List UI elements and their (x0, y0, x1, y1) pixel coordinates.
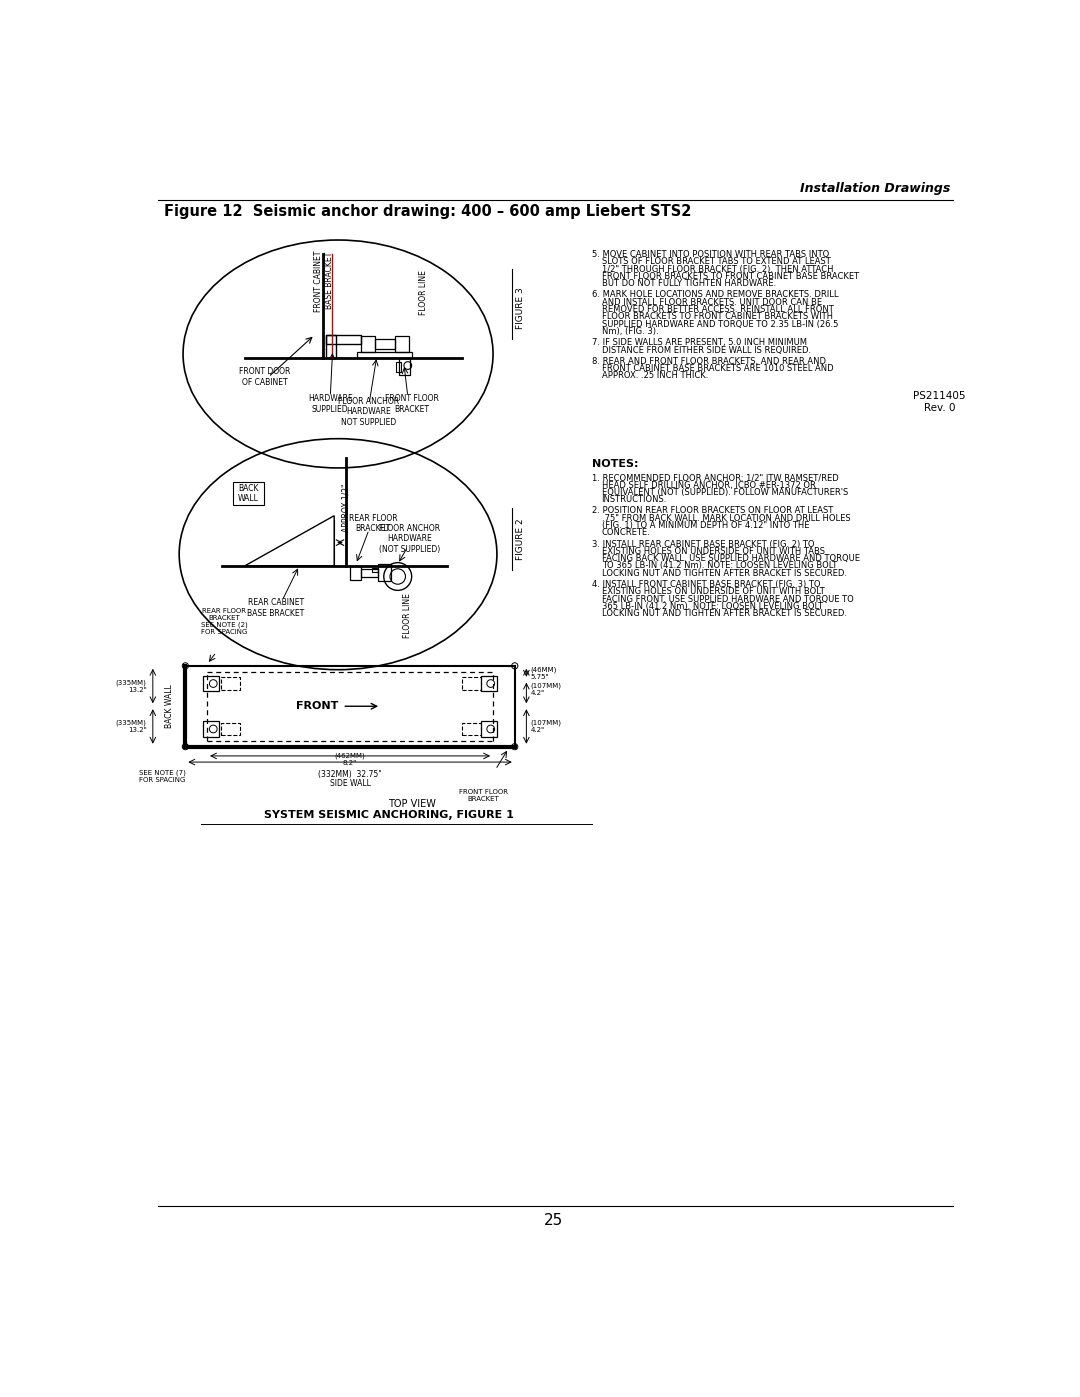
Text: 8. REAR AND FRONT FLOOR BRACKETS, AND REAR AND: 8. REAR AND FRONT FLOOR BRACKETS, AND RE… (592, 356, 826, 366)
Bar (221, 678, 241, 690)
Text: BACK WALL: BACK WALL (165, 685, 174, 728)
Bar (326, 335, 336, 358)
Bar (482, 676, 497, 692)
Text: (107MM)
4.2": (107MM) 4.2" (530, 719, 562, 733)
Text: HARDWARE
SUPPLIED: HARDWARE SUPPLIED (308, 394, 353, 414)
Text: FLOOR ANCHOR
HARDWARE
(NOT SUPPLIED): FLOOR ANCHOR HARDWARE (NOT SUPPLIED) (379, 524, 440, 553)
Text: FRONT CABINET BASE BRACKETS ARE 1010 STEEL AND: FRONT CABINET BASE BRACKETS ARE 1010 STE… (602, 365, 833, 373)
Text: SEE NOTE (7)
FOR SPACING: SEE NOTE (7) FOR SPACING (138, 770, 186, 784)
Text: FRONT FLOOR
BRACKET: FRONT FLOOR BRACKET (459, 789, 509, 802)
Bar (350, 566, 362, 580)
Text: TOP VIEW: TOP VIEW (388, 799, 436, 809)
Text: EXISTING HOLES ON UNDERSIDE OF UNIT WITH TABS: EXISTING HOLES ON UNDERSIDE OF UNIT WITH… (602, 546, 824, 556)
Text: REAR FLOOR
BRACKET
SEE NOTE (2)
FOR SPACING: REAR FLOOR BRACKET SEE NOTE (2) FOR SPAC… (201, 608, 247, 636)
Text: 2. POSITION REAR FLOOR BRACKETS ON FLOOR AT LEAST: 2. POSITION REAR FLOOR BRACKETS ON FLOOR… (592, 507, 834, 515)
Text: PS211405: PS211405 (914, 391, 966, 401)
Text: 1. RECOMMENDED FLOOR ANCHOR: 1/2" ITW RAMSET/RED: 1. RECOMMENDED FLOOR ANCHOR: 1/2" ITW RA… (592, 474, 839, 482)
Text: (FIG. 1) TO A MINIMUM DEPTH OF 4.12" INTO THE: (FIG. 1) TO A MINIMUM DEPTH OF 4.12" INT… (602, 521, 809, 529)
Text: FRONT DOOR
OF CABINET: FRONT DOOR OF CABINET (239, 367, 291, 387)
Text: (332MM)  32.75": (332MM) 32.75" (319, 770, 382, 778)
Bar (482, 721, 497, 736)
Text: FRONT: FRONT (296, 701, 338, 711)
Bar (203, 676, 218, 692)
Text: EXISTING HOLES ON UNDERSIDE OF UNIT WITH BOLT: EXISTING HOLES ON UNDERSIDE OF UNIT WITH… (602, 587, 824, 597)
Bar (221, 722, 241, 735)
Bar (400, 358, 410, 374)
Bar (396, 362, 401, 372)
Bar (462, 722, 482, 735)
Text: Installation Drawings: Installation Drawings (800, 182, 950, 196)
Text: 5. MOVE CABINET INTO POSITION WITH REAR TABS INTO: 5. MOVE CABINET INTO POSITION WITH REAR … (592, 250, 829, 258)
Text: (46MM)
5.75": (46MM) 5.75" (530, 666, 556, 679)
Text: Rev. 0: Rev. 0 (923, 402, 955, 414)
Text: FRONT CABINET
BASE BRACKET: FRONT CABINET BASE BRACKET (314, 250, 334, 312)
Bar (362, 337, 375, 352)
Text: LOCKING NUT AND TIGHTEN AFTER BRACKET IS SECURED.: LOCKING NUT AND TIGHTEN AFTER BRACKET IS… (602, 609, 847, 619)
Text: LOCKING NUT AND TIGHTEN AFTER BRACKET IS SECURED.: LOCKING NUT AND TIGHTEN AFTER BRACKET IS… (602, 569, 847, 578)
Bar (378, 564, 391, 581)
Text: (335MM)
13.2": (335MM) 13.2" (116, 679, 147, 693)
Text: NOTES:: NOTES: (592, 460, 638, 469)
Text: SIDE WALL: SIDE WALL (329, 780, 370, 788)
Text: Figure 12  Seismic anchor drawing: 400 – 600 amp Liebert STS2: Figure 12 Seismic anchor drawing: 400 – … (164, 204, 692, 219)
Bar (357, 352, 413, 358)
Text: AND INSTALL FLOOR BRACKETS. UNIT DOOR CAN BE: AND INSTALL FLOOR BRACKETS. UNIT DOOR CA… (602, 298, 822, 307)
Text: 3. INSTALL REAR CABINET BASE BRACKET (FIG. 2) TO: 3. INSTALL REAR CABINET BASE BRACKET (FI… (592, 539, 814, 549)
Text: REMOVED FOR BETTER ACCESS. REINSTALL ALL FRONT: REMOVED FOR BETTER ACCESS. REINSTALL ALL… (602, 305, 834, 314)
Text: SLOTS OF FLOOR BRACKET TABS TO EXTEND AT LEAST: SLOTS OF FLOOR BRACKET TABS TO EXTEND AT… (602, 257, 831, 267)
Text: (107MM)
4.2": (107MM) 4.2" (530, 682, 562, 696)
Bar (375, 339, 394, 349)
Text: FLOOR ANCHOR
HARDWARE
NOT SUPPLIED: FLOOR ANCHOR HARDWARE NOT SUPPLIED (338, 397, 400, 426)
Text: APPROX. .25 INCH THICK.: APPROX. .25 INCH THICK. (602, 372, 707, 380)
Bar (394, 337, 408, 352)
Bar (462, 678, 482, 690)
Text: FLOOR LINE: FLOOR LINE (403, 594, 413, 638)
Text: SYSTEM SEISMIC ANCHORING, FIGURE 1: SYSTEM SEISMIC ANCHORING, FIGURE 1 (264, 810, 514, 820)
Text: FIGURE 2: FIGURE 2 (515, 518, 525, 560)
Text: FLOOR BRACKETS TO FRONT CABINET BRACKETS WITH: FLOOR BRACKETS TO FRONT CABINET BRACKETS… (602, 313, 833, 321)
Bar (203, 721, 218, 736)
Text: FRONT FLOOR
BRACKET: FRONT FLOOR BRACKET (384, 394, 438, 414)
Text: BACK
WALL: BACK WALL (238, 483, 258, 503)
Text: 7. IF SIDE WALLS ARE PRESENT, 5.0 INCH MINIMUM: 7. IF SIDE WALLS ARE PRESENT, 5.0 INCH M… (592, 338, 807, 348)
Bar (326, 335, 362, 344)
Text: BUT DO NOT FULLY TIGHTEN HARDWARE.: BUT DO NOT FULLY TIGHTEN HARDWARE. (602, 279, 775, 288)
Text: FLOOR LINE: FLOOR LINE (419, 270, 428, 314)
Text: 6. MARK HOLE LOCATIONS AND REMOVE BRACKETS. DRILL: 6. MARK HOLE LOCATIONS AND REMOVE BRACKE… (592, 291, 839, 299)
Text: DISTANCE FROM EITHER SIDE WALL IS REQUIRED.: DISTANCE FROM EITHER SIDE WALL IS REQUIR… (602, 345, 811, 355)
Text: 4. INSTALL FRONT CABINET BASE BRACKET (FIG. 3) TO: 4. INSTALL FRONT CABINET BASE BRACKET (F… (592, 580, 821, 590)
Text: INSTRUCTIONS.: INSTRUCTIONS. (602, 496, 667, 504)
Text: CONCRETE.: CONCRETE. (602, 528, 650, 538)
Text: TO 365 LB-IN (41.2 Nm). NOTE: LOOSEN LEVELING BOLT: TO 365 LB-IN (41.2 Nm). NOTE: LOOSEN LEV… (602, 562, 837, 570)
Text: (335MM)
13.2": (335MM) 13.2" (116, 719, 147, 733)
Text: FACING BACK WALL. USE SUPPLIED HARDWARE AND TORQUE: FACING BACK WALL. USE SUPPLIED HARDWARE … (602, 555, 860, 563)
Text: 1/2" THROUGH FLOOR BRACKET (FIG. 2). THEN ATTACH: 1/2" THROUGH FLOOR BRACKET (FIG. 2). THE… (602, 264, 833, 274)
Text: .75" FROM BACK WALL. MARK LOCATION AND DRILL HOLES: .75" FROM BACK WALL. MARK LOCATION AND D… (602, 514, 850, 522)
FancyBboxPatch shape (232, 482, 264, 504)
Text: Nm), (FIG. 3).: Nm), (FIG. 3). (602, 327, 658, 337)
Bar (362, 569, 378, 577)
Text: (462MM)
8.2": (462MM) 8.2" (335, 753, 365, 767)
Text: APPROX 1/2": APPROX 1/2" (342, 483, 351, 532)
Text: SUPPLIED HARDWARE AND TORQUE TO 2.35 LB-IN (26.5: SUPPLIED HARDWARE AND TORQUE TO 2.35 LB-… (602, 320, 838, 328)
Text: REAR CABINET
BASE BRACKET: REAR CABINET BASE BRACKET (247, 598, 305, 617)
Text: FRONT FLOOR BRACKETS TO FRONT CABINET BASE BRACKET: FRONT FLOOR BRACKETS TO FRONT CABINET BA… (602, 272, 859, 281)
Text: HEAD SELF DRILLING ANCHOR, ICBO #ER-1372 OR: HEAD SELF DRILLING ANCHOR, ICBO #ER-1372… (602, 481, 815, 489)
Text: FIGURE 3: FIGURE 3 (515, 286, 525, 328)
Text: 25: 25 (544, 1213, 563, 1228)
Text: REAR FLOOR
BRACKET: REAR FLOOR BRACKET (349, 514, 397, 534)
Text: EQUIVALENT (NOT (SUPPLIED). FOLLOW MANUFACTURER'S: EQUIVALENT (NOT (SUPPLIED). FOLLOW MANUF… (602, 488, 848, 497)
Text: FACING FRONT. USE SUPPLIED HARDWARE AND TORQUE TO: FACING FRONT. USE SUPPLIED HARDWARE AND … (602, 595, 853, 604)
Text: 365 LB-IN (41.2 Nm). NOTE: LOOSEN LEVELING BOLT: 365 LB-IN (41.2 Nm). NOTE: LOOSEN LEVELI… (602, 602, 823, 610)
Bar (373, 569, 378, 571)
